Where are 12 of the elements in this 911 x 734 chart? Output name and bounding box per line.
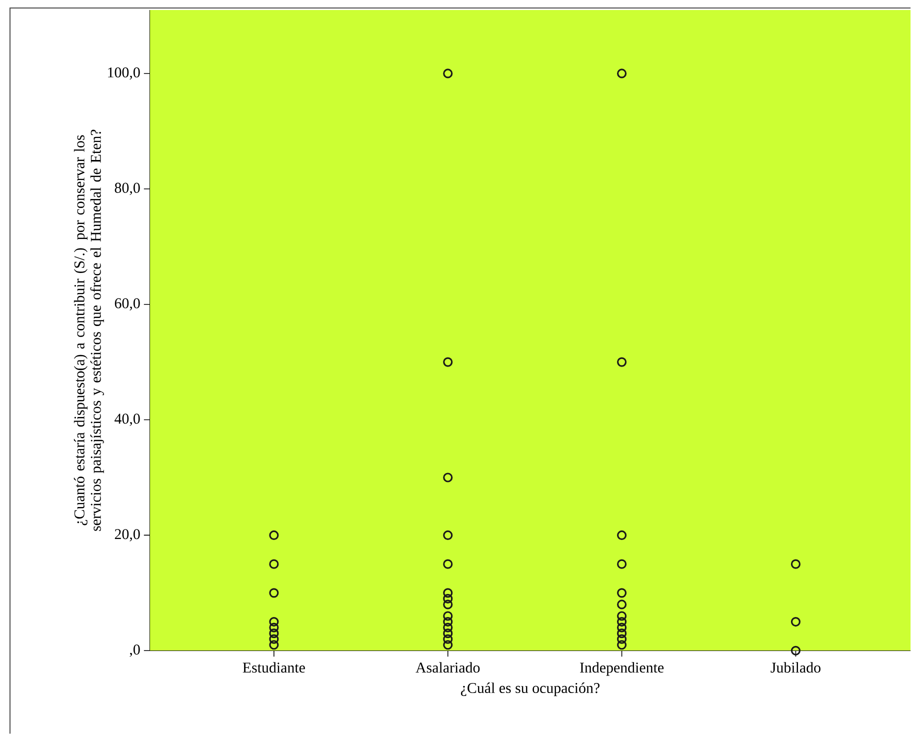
x-tick-label: Estudiante [242,662,305,673]
x-axis-title: ¿Cuál es su ocupación? [460,682,600,696]
x-tick-label: Independiente [580,662,664,676]
y-tick-label: ,0 [130,644,140,657]
y-tick-label: 40,0 [114,414,140,426]
y-tick-label: 20,0 [114,529,140,542]
x-tick-label: Asalariado [416,662,480,673]
x-tick-label: Jubilado [770,662,820,673]
y-axis-title: ¿Cuantó estaría dispuesto(a) a contribuir (S/.) por conservar los servicios paisajísticos y estéticos que ofrece el Humedal de Eten? [74,130,104,531]
y-tick-label: 60,0 [114,298,140,310]
y-tick-label: 80,0 [114,182,140,195]
y-tick-label: 100,0 [108,67,140,80]
